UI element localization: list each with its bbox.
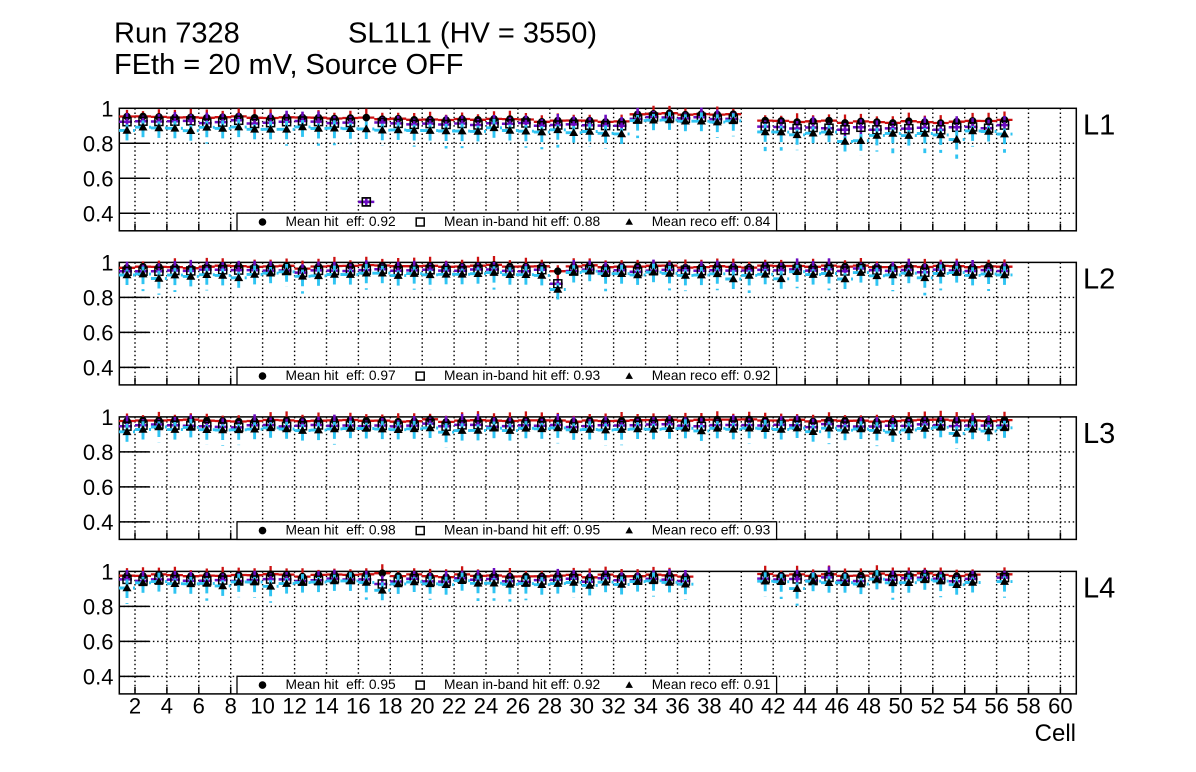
svg-text:Mean reco eff: 0.91: Mean reco eff: 0.91	[652, 677, 771, 692]
svg-text:1: 1	[101, 96, 113, 121]
svg-text:44: 44	[793, 694, 817, 719]
svg-text:50: 50	[889, 694, 913, 719]
svg-text:Mean hit eff: 0.95: Mean hit eff: 0.95	[286, 677, 397, 692]
svg-text:2: 2	[129, 694, 141, 719]
svg-text:L1: L1	[1083, 110, 1115, 142]
svg-text:0.4: 0.4	[83, 355, 114, 380]
svg-text:0.6: 0.6	[83, 475, 114, 500]
svg-text:14: 14	[314, 694, 338, 719]
svg-text:48: 48	[857, 694, 881, 719]
svg-text:6: 6	[193, 694, 205, 719]
svg-text:Mean hit eff: 0.98: Mean hit eff: 0.98	[286, 523, 397, 538]
svg-text:Cell: Cell	[1035, 720, 1076, 747]
svg-text:0.8: 0.8	[83, 594, 114, 619]
svg-text:Mean reco eff: 0.93: Mean reco eff: 0.93	[652, 523, 771, 538]
svg-text:58: 58	[1016, 694, 1040, 719]
svg-text:36: 36	[665, 694, 689, 719]
svg-text:1: 1	[101, 405, 113, 430]
svg-text:Mean hit eff: 0.97: Mean hit eff: 0.97	[286, 368, 396, 383]
svg-text:Mean hit eff: 0.92: Mean hit eff: 0.92	[286, 214, 396, 229]
svg-text:8: 8	[225, 694, 237, 719]
svg-text:22: 22	[442, 694, 466, 719]
svg-text:0.6: 0.6	[83, 320, 114, 345]
svg-text:FEth = 20 mV, Source OFF: FEth = 20 mV, Source OFF	[114, 49, 464, 81]
svg-text:0.6: 0.6	[83, 166, 114, 191]
svg-text:38: 38	[697, 694, 721, 719]
svg-text:26: 26	[506, 694, 530, 719]
svg-text:54: 54	[952, 694, 976, 719]
svg-text:0.8: 0.8	[83, 131, 114, 156]
svg-text:40: 40	[729, 694, 753, 719]
svg-text:46: 46	[825, 694, 849, 719]
svg-text:60: 60	[1048, 694, 1072, 719]
svg-text:30: 30	[569, 694, 593, 719]
svg-text:Mean in-band hit eff: 0.92: Mean in-band hit eff: 0.92	[444, 677, 600, 692]
svg-text:0.4: 0.4	[83, 664, 114, 689]
svg-text:34: 34	[633, 694, 657, 719]
svg-text:1: 1	[101, 250, 113, 275]
svg-text:16: 16	[346, 694, 370, 719]
svg-text:0.8: 0.8	[83, 285, 114, 310]
svg-text:L4: L4	[1083, 573, 1115, 605]
svg-text:18: 18	[378, 694, 402, 719]
svg-text:L2: L2	[1083, 264, 1115, 296]
svg-text:52: 52	[921, 694, 945, 719]
svg-text:0.4: 0.4	[83, 510, 114, 535]
svg-text:Mean in-band hit eff: 0.88: Mean in-band hit eff: 0.88	[444, 214, 601, 229]
svg-text:0.8: 0.8	[83, 440, 114, 465]
svg-text:Run 7328: Run 7328	[114, 18, 240, 50]
svg-text:L3: L3	[1083, 418, 1115, 450]
svg-text:12: 12	[282, 694, 306, 719]
svg-text:28: 28	[538, 694, 562, 719]
svg-text:SL1L1 (HV = 3550): SL1L1 (HV = 3550)	[348, 18, 597, 50]
svg-text:Mean in-band hit eff: 0.95: Mean in-band hit eff: 0.95	[444, 523, 601, 538]
svg-text:0.6: 0.6	[83, 629, 114, 654]
svg-text:42: 42	[761, 694, 785, 719]
svg-text:32: 32	[601, 694, 625, 719]
svg-text:1: 1	[101, 559, 113, 584]
svg-text:Mean reco eff: 0.84: Mean reco eff: 0.84	[652, 214, 771, 229]
svg-text:4: 4	[161, 694, 173, 719]
svg-text:0.4: 0.4	[83, 201, 114, 226]
svg-text:20: 20	[410, 694, 434, 719]
svg-text:Mean in-band hit eff: 0.93: Mean in-band hit eff: 0.93	[444, 368, 601, 383]
svg-text:Mean reco eff: 0.92: Mean reco eff: 0.92	[652, 368, 771, 383]
svg-text:24: 24	[474, 694, 498, 719]
svg-text:56: 56	[984, 694, 1008, 719]
svg-text:10: 10	[250, 694, 274, 719]
